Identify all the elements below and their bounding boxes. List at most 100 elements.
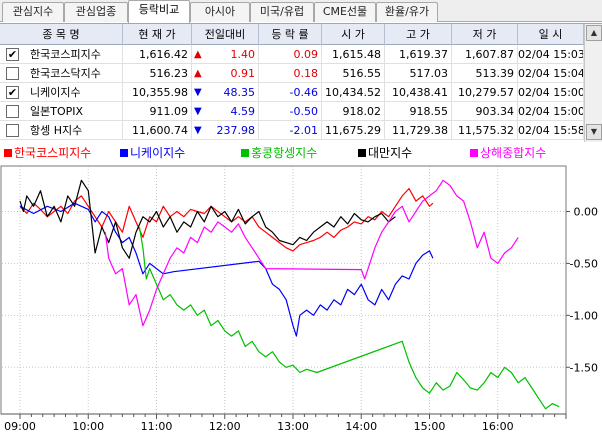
legend-swatch-icon <box>241 149 249 157</box>
tab-interest-index[interactable]: 관심지수 <box>2 2 64 22</box>
legend-item-shanghai[interactable]: 상해종합지수 <box>470 145 546 161</box>
row-price-cell: 11,600.74 <box>123 121 192 140</box>
vertical-scrollbar[interactable]: ▲ ▼ <box>584 24 602 142</box>
row-time: 02/04 15:00 <box>518 105 584 118</box>
table-row[interactable]: ✔ 한국코스피지수 1,616.42 ▲ 1.40 0.09 1,615.48 1,619.3… <box>0 45 584 64</box>
chart-axes: 0.00 -0.50 -1.00 -1.50 09:00 10:00 11:00 12:00 1… <box>0 165 599 433</box>
row-price: 11,600.74 <box>132 124 188 137</box>
row-open-cell: 10,434.52 <box>322 83 385 102</box>
row-name: 일본TOPIX <box>30 105 84 118</box>
row-name: 한국코스피지수 <box>30 48 101 61</box>
series-line-4 <box>104 179 519 327</box>
legend-label: 니케이지수 <box>130 146 186 160</box>
row-price: 516.23 <box>149 67 189 80</box>
row-checkbox[interactable]: ✔ <box>6 86 19 99</box>
row-rate: -0.46 <box>289 86 318 99</box>
row-price-cell: 1,616.42 <box>123 45 192 64</box>
row-rate-cell: -2.01 <box>259 121 322 140</box>
x-tick-label: 13:00 <box>277 420 309 433</box>
arrow-down-icon: ▼ <box>194 106 202 117</box>
row-rate: -2.01 <box>289 124 318 137</box>
row-low: 1,607.87 <box>465 48 514 61</box>
row-low-cell: 1,607.87 <box>452 45 518 64</box>
chart-series <box>19 179 560 410</box>
row-checkbox[interactable]: ✔ <box>6 48 19 61</box>
tab-cme-futures[interactable]: CME선물 <box>314 2 376 22</box>
table-row[interactable]: 항셍 H지수 11,600.74 ▼ 237.98 -2.01 11,675.29 11,7… <box>0 121 584 140</box>
row-name-cell: 한국코스닥지수 <box>0 64 123 83</box>
row-low-cell: 11,575.32 <box>452 121 518 140</box>
row-high: 918.55 <box>409 105 449 118</box>
col-name[interactable]: 종 목 명 <box>0 24 123 45</box>
col-change[interactable]: 전일대비 <box>192 24 259 45</box>
row-time-cell: 02/04 15:03 <box>518 45 584 64</box>
row-change-cell: ▼ 237.98 <box>192 121 259 140</box>
scroll-down-icon[interactable]: ▼ <box>586 124 602 140</box>
col-high[interactable]: 고 가 <box>385 24 452 45</box>
row-time: 02/04 15:00 <box>518 86 584 99</box>
scroll-up-icon[interactable]: ▲ <box>586 25 602 41</box>
row-high: 517.03 <box>409 67 449 80</box>
series-line-2 <box>138 226 560 410</box>
col-low[interactable]: 저 가 <box>452 24 518 45</box>
row-high: 10,438.41 <box>392 86 448 99</box>
legend-item-nikkei[interactable]: 니케이지수 <box>120 145 185 161</box>
row-change: 0.91 <box>230 67 256 80</box>
legend-label: 대만지수 <box>368 146 413 160</box>
legend-swatch-icon <box>358 149 366 157</box>
arrow-down-icon: ▼ <box>194 87 202 98</box>
tab-change-compare[interactable]: 등락비교 <box>128 0 190 23</box>
tab-us-europe[interactable]: 미국/유럽 <box>250 2 314 22</box>
row-name: 항셍 H지수 <box>30 124 83 137</box>
row-time-cell: 02/04 15:00 <box>518 83 584 102</box>
row-rate: -0.50 <box>289 105 318 118</box>
row-high: 11,729.38 <box>392 124 448 137</box>
col-rate[interactable]: 등 락 률 <box>259 24 322 45</box>
y-tick-label: -1.50 <box>570 361 598 374</box>
row-checkbox[interactable] <box>6 67 19 80</box>
row-low-cell: 513.39 <box>452 64 518 83</box>
row-change-cell: ▲ 0.91 <box>192 64 259 83</box>
chart-legend: 한국코스피지수 니케이지수 홍콩항셍지수 대만지수 상해종합지수 <box>0 143 602 163</box>
row-change: 237.98 <box>216 124 256 137</box>
row-high-cell: 11,729.38 <box>385 121 452 140</box>
col-open[interactable]: 시 가 <box>322 24 385 45</box>
x-tick-label: 16:00 <box>482 420 514 433</box>
row-high-cell: 517.03 <box>385 64 452 83</box>
row-low: 10,279.57 <box>458 86 514 99</box>
legend-item-kospi[interactable]: 한국코스피지수 <box>4 145 91 161</box>
row-rate: 0.18 <box>293 67 319 80</box>
legend-label: 상해종합지수 <box>480 146 547 160</box>
x-tick-label: 12:00 <box>209 420 241 433</box>
row-high-cell: 1,619.37 <box>385 45 452 64</box>
row-price: 10,355.98 <box>132 86 188 99</box>
row-rate: 0.09 <box>293 48 319 61</box>
row-checkbox[interactable] <box>6 124 19 137</box>
legend-item-hangseng[interactable]: 홍콩항셍지수 <box>241 145 317 161</box>
legend-item-taiwan[interactable]: 대만지수 <box>358 145 412 161</box>
tab-interest-sector[interactable]: 관심업종 <box>64 2 128 22</box>
row-rate-cell: 0.18 <box>259 64 322 83</box>
col-time[interactable]: 일 시 <box>518 24 584 45</box>
row-time: 02/04 15:03 <box>518 48 584 61</box>
table-row[interactable]: 한국코스닥지수 516.23 ▲ 0.91 0.18 516.55 517.03 513.39… <box>0 64 584 83</box>
y-tick-label: 0.00 <box>574 205 599 218</box>
row-price-cell: 516.23 <box>123 64 192 83</box>
row-low-cell: 903.34 <box>452 102 518 121</box>
table-row[interactable]: 일본TOPIX 911.09 ▼ 4.59 -0.50 918.02 918.55 903.3… <box>0 102 584 121</box>
series-line-3 <box>19 179 396 259</box>
x-tick-label: 09:00 <box>4 420 36 433</box>
col-price[interactable]: 현 재 가 <box>123 24 192 45</box>
arrow-down-icon: ▼ <box>194 125 202 136</box>
row-open-cell: 1,615.48 <box>322 45 385 64</box>
row-rate-cell: 0.09 <box>259 45 322 64</box>
tab-fx-oil[interactable]: 환율/유가 <box>376 2 438 22</box>
table-row[interactable]: ✔ 니케이지수 10,355.98 ▼ 48.35 -0.46 10,434.52 10,43… <box>0 83 584 102</box>
x-tick-label: 11:00 <box>141 420 173 433</box>
row-open-cell: 11,675.29 <box>322 121 385 140</box>
row-time-cell: 02/04 15:00 <box>518 102 584 121</box>
row-checkbox[interactable] <box>6 105 19 118</box>
row-price: 1,616.42 <box>139 48 188 61</box>
row-time: 02/04 15:58 <box>518 124 584 137</box>
tab-asia[interactable]: 아시아 <box>190 2 250 22</box>
